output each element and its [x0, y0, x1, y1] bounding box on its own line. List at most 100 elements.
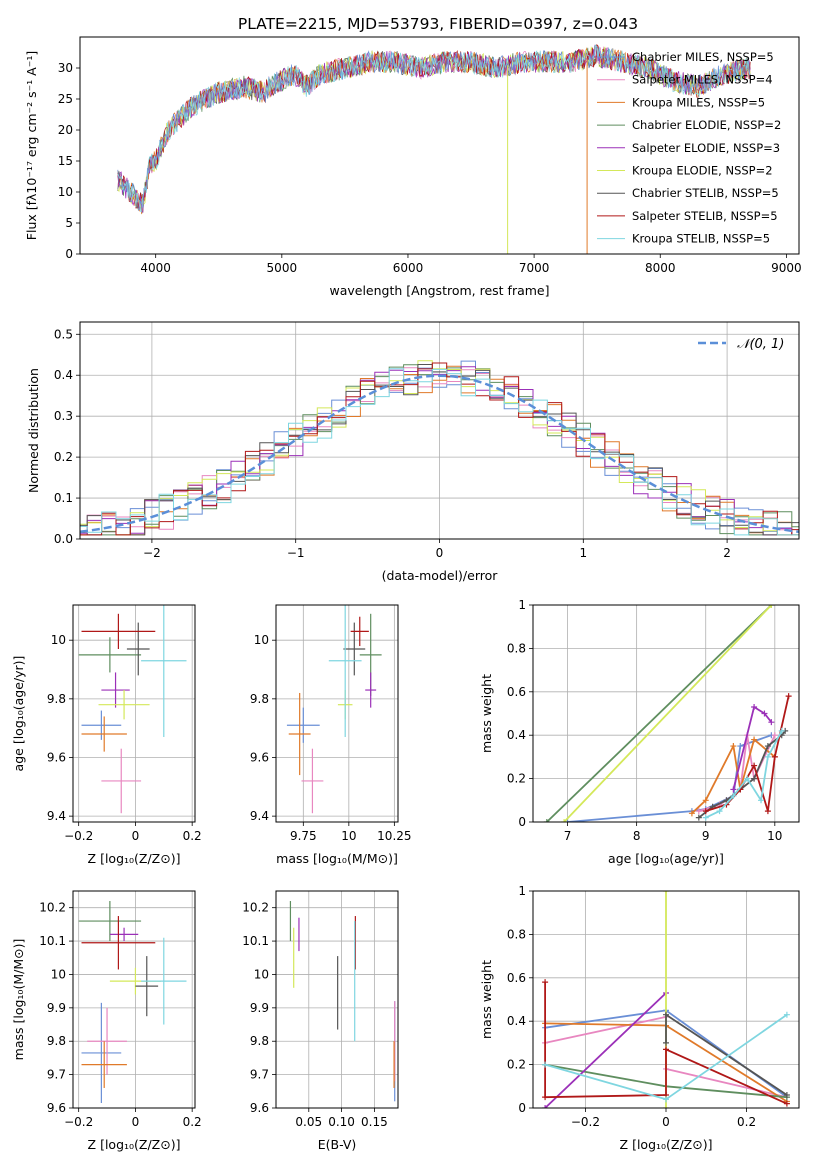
- y-tick-label: 0.2: [54, 450, 73, 464]
- y-tick-label: 0: [65, 247, 73, 261]
- subplot-mass-z: −0.2 0 0.2 9.6 9.7 9.8 9.9 10 10.1 10.2 Z [log₁₀(Z…: [11, 890, 202, 1152]
- legend-entry: Salpeter MILES, NSSP=4: [632, 73, 773, 87]
- weight-marker: [663, 1105, 669, 1108]
- weight-marker: [542, 1105, 549, 1108]
- legend-entry: Kroupa MILES, NSSP=5: [632, 95, 765, 109]
- subplot-age-z: −0.2 0 0.2 9.4 9.6 9.8 10 Z [log₁₀(Z/Z⊙)] age [l…: [11, 604, 202, 866]
- y-tick-label: 0.4: [54, 368, 73, 382]
- x-tick-label: 10: [341, 829, 356, 843]
- weight-marker: [783, 1091, 790, 1098]
- x-axis-label: Z [log₁₀(Z/Z⊙)]: [88, 851, 181, 866]
- plot-area-massweight-age: [543, 605, 792, 822]
- x-tick-label: 7000: [519, 261, 550, 275]
- weight-marker: [751, 775, 758, 782]
- weight-marker: [737, 743, 744, 750]
- weight-marker: [768, 605, 775, 608]
- y-tick-label: 9.9: [47, 1001, 66, 1015]
- x-tick-label: −0.2: [64, 1115, 93, 1129]
- weight-marker: [542, 1094, 549, 1101]
- x-tick-label: 0.2: [183, 829, 202, 843]
- weight-marker: [702, 797, 709, 804]
- x-axis-label: age [log₁₀(age/yr)]: [608, 851, 724, 866]
- x-tick-label: −0.2: [571, 1115, 600, 1129]
- weight-marker: [663, 1011, 669, 1018]
- y-axis-label: age [log₁₀(age/yr)]: [11, 656, 26, 772]
- weight-marker: [542, 1061, 549, 1068]
- x-tick-label: 0.2: [737, 1115, 756, 1129]
- x-tick-label: 10: [767, 829, 782, 843]
- y-tick-label: 10.1: [242, 934, 269, 948]
- weight-marker: [785, 693, 792, 700]
- weight-marker: [783, 1011, 790, 1018]
- x-tick-label: −1: [287, 546, 305, 560]
- weight-marker: [751, 736, 758, 743]
- weight-marker: [761, 710, 768, 717]
- histogram-0: [80, 360, 799, 536]
- weight-series-4: [544, 992, 667, 1108]
- spectrum-line-8: [117, 44, 751, 212]
- axes-frame: [72, 604, 196, 823]
- x-tick-label: 0: [662, 1115, 670, 1129]
- y-tick-label: 9.6: [47, 750, 66, 764]
- legend-entry: Chabrier STELIB, NSSP=5: [632, 186, 779, 200]
- y-axis-label: Normed distribution: [26, 368, 41, 493]
- y-tick-label: 10: [254, 633, 269, 647]
- y-tick-label: 9.6: [250, 750, 269, 764]
- legend-entry: Kroupa STELIB, NSSP=5: [632, 232, 770, 246]
- x-tick-label: 0: [436, 546, 444, 560]
- x-tick-label: 9: [702, 829, 710, 843]
- axes-frame: [532, 604, 800, 823]
- x-tick-label: 8: [633, 829, 641, 843]
- weight-marker: [758, 797, 764, 804]
- weight-marker: [730, 743, 737, 750]
- weight-series-5: [563, 605, 773, 822]
- x-tick-label: −2: [143, 546, 161, 560]
- y-tick-label: 0.8: [507, 927, 526, 941]
- y-tick-label: 10: [58, 185, 73, 199]
- subplot-massweight-age: 7 8 9 10 0 0.2 0.4 0.6 0.8 1 age [log₁₀(age/yr)] ma…: [479, 598, 800, 866]
- weight-marker: [663, 1046, 669, 1053]
- weight-marker: [663, 891, 669, 894]
- y-tick-label: 0.3: [54, 409, 73, 423]
- y-tick-label: 10: [51, 633, 66, 647]
- weight-marker: [695, 808, 702, 815]
- subplot-residuals: −2 −1 0 1 2 0.0 0.1 0.2 0.3 0.4 0.5 (data-model)/er…: [26, 321, 800, 583]
- plot-area-spectrum: [117, 43, 751, 254]
- weight-marker: [561, 819, 568, 822]
- plot-area-mass-ebv: [289, 901, 396, 1102]
- weight-marker: [730, 792, 737, 799]
- y-tick-label: 9.7: [47, 1068, 66, 1082]
- legend-entry: Chabrier MILES, NSSP=5: [632, 50, 774, 64]
- y-tick-label: 0: [518, 1101, 526, 1115]
- y-axis-label: Flux [fλ10⁻¹⁷ erg cm⁻² s⁻¹ A⁻¹]: [24, 51, 39, 240]
- weight-marker: [778, 727, 785, 734]
- y-tick-label: 0.8: [507, 641, 526, 655]
- axes-frame: [72, 890, 196, 1109]
- y-tick-label: 25: [58, 92, 73, 106]
- weight-marker: [751, 762, 758, 769]
- x-tick-label: 0.05: [295, 1115, 322, 1129]
- x-tick-label: 0.2: [183, 1115, 202, 1129]
- plot-area-age-mass: [286, 605, 382, 814]
- weight-marker: [783, 1100, 790, 1107]
- y-tick-label: 0: [518, 815, 526, 829]
- y-tick-label: 9.6: [250, 1101, 269, 1115]
- legend-entry: Kroupa ELODIE, NSSP=2: [632, 164, 773, 178]
- x-axis-label: (data-model)/error: [382, 568, 499, 583]
- axes-frame: [79, 36, 800, 255]
- figure-title: PLATE=2215, MJD=53793, FIBERID=0397, z=0…: [238, 15, 638, 33]
- y-tick-label: 10.2: [242, 901, 269, 915]
- y-tick-label: 0.1: [54, 491, 73, 505]
- weight-series-3: [546, 605, 773, 822]
- y-tick-label: 9.8: [250, 692, 269, 706]
- y-tick-label: 10.1: [39, 934, 66, 948]
- legend-residuals: 𝒩(0, 1): [698, 337, 784, 352]
- weight-series-4: [732, 705, 773, 790]
- weight-marker: [688, 810, 695, 817]
- x-axis-label: Z [log₁₀(Z/Z⊙)]: [620, 1137, 713, 1152]
- weight-series-2: [691, 737, 776, 814]
- weight-marker: [663, 1039, 669, 1046]
- x-tick-label: 1: [579, 546, 587, 560]
- weight-marker: [564, 819, 571, 822]
- weight-marker: [764, 808, 771, 815]
